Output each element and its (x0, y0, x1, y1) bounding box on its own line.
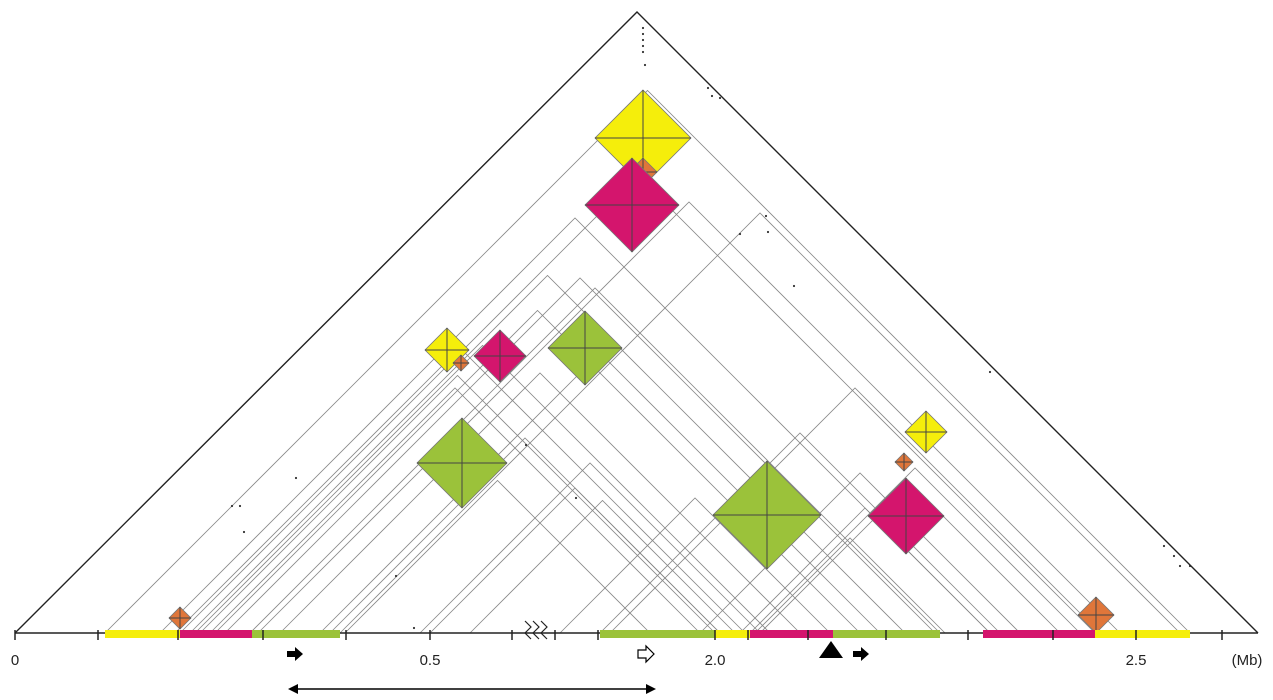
scatter-dot-2 (641, 38, 645, 42)
scatter-dot-24 (1178, 564, 1182, 568)
tick-label-2-5: 2.5 (1126, 652, 1147, 669)
scatter-dot-4 (641, 50, 645, 54)
scatter-dot-21 (574, 496, 578, 500)
axis-break-2 (540, 620, 548, 640)
scatter-dot-10 (766, 230, 770, 234)
segment-magenta-5 (750, 630, 833, 638)
connector-line-4 (339, 212, 1181, 634)
segment-magenta-1 (180, 630, 252, 638)
connector-line-24 (559, 497, 831, 634)
connector-line-6 (189, 274, 906, 634)
scatter-dot-17 (242, 530, 246, 534)
solid-arrow-2 (853, 647, 869, 661)
scatter-dot-13 (988, 370, 992, 374)
scatter-dot-19 (412, 626, 416, 630)
axis-break-0 (524, 620, 532, 640)
unit-label: (Mb) (1232, 652, 1263, 669)
tick-label-0: 0 (11, 652, 19, 669)
outer-triangle-layer (14, 11, 1259, 634)
outer-triangle (14, 11, 1259, 634)
span-arrow-right-head (646, 684, 656, 694)
scatter-dot-12 (792, 284, 796, 288)
tick-label-0-5: 0.5 (420, 652, 441, 669)
connector-line-12 (209, 387, 701, 634)
axis-layer (14, 620, 1258, 640)
connector-line-2 (249, 287, 941, 634)
scatter-dot-15 (230, 504, 234, 508)
scatter-dot-7 (710, 94, 714, 98)
scatter-dot-9 (764, 214, 768, 218)
connector-line-16 (329, 437, 721, 634)
segment-green-2 (252, 630, 340, 638)
axis-break-1 (532, 620, 540, 640)
connector-line-3 (257, 201, 1121, 634)
connector-line-27 (469, 499, 736, 634)
markers-layer (287, 641, 869, 694)
connector-line-5 (159, 217, 991, 634)
connector-line-20 (739, 507, 991, 634)
scatter-dots (230, 26, 1192, 630)
segment-magenta-7 (983, 630, 1095, 638)
connector-line-13 (199, 374, 716, 634)
diamonds-layer (168, 89, 1115, 634)
connector-line-19 (699, 472, 1021, 634)
connector-line-9 (279, 372, 801, 634)
solid-arrow-1 (287, 647, 303, 661)
span-arrow-left-head (288, 684, 298, 694)
scatter-dot-3 (641, 44, 645, 48)
scatter-dot-20 (524, 443, 528, 447)
scatter-dot-23 (1172, 554, 1176, 558)
segment-yellow-8 (1095, 630, 1190, 638)
scatter-dot-1 (641, 32, 645, 36)
connector-lines (104, 89, 1191, 634)
segment-green-3 (600, 630, 715, 638)
connector-line-11 (194, 344, 771, 634)
connector-line-21 (749, 467, 1081, 634)
segment-yellow-0 (105, 630, 180, 638)
connector-line-18 (609, 387, 1101, 634)
connector-line-17 (599, 432, 1001, 634)
open-arrow (637, 644, 655, 664)
connector-line-26 (419, 462, 761, 634)
segment-yellow-4 (715, 630, 750, 638)
scatter-dot-14 (294, 476, 298, 480)
scatter-dot-11 (738, 232, 742, 236)
scatter-dot-8 (718, 96, 722, 100)
scatter-dot-18 (394, 574, 398, 578)
scatter-dot-22 (1162, 544, 1166, 548)
scatter-dot-5 (643, 63, 647, 67)
scatter-dot-0 (641, 26, 645, 30)
scatter-dot-6 (706, 86, 710, 90)
connector-line-0 (104, 89, 1191, 634)
triangle-marker (819, 641, 843, 658)
connector-line-15 (344, 479, 651, 634)
connector-line-25 (429, 487, 721, 634)
connector-line-22 (754, 537, 946, 634)
scatter-dot-16 (238, 504, 242, 508)
tick-label-2-0: 2.0 (705, 652, 726, 669)
